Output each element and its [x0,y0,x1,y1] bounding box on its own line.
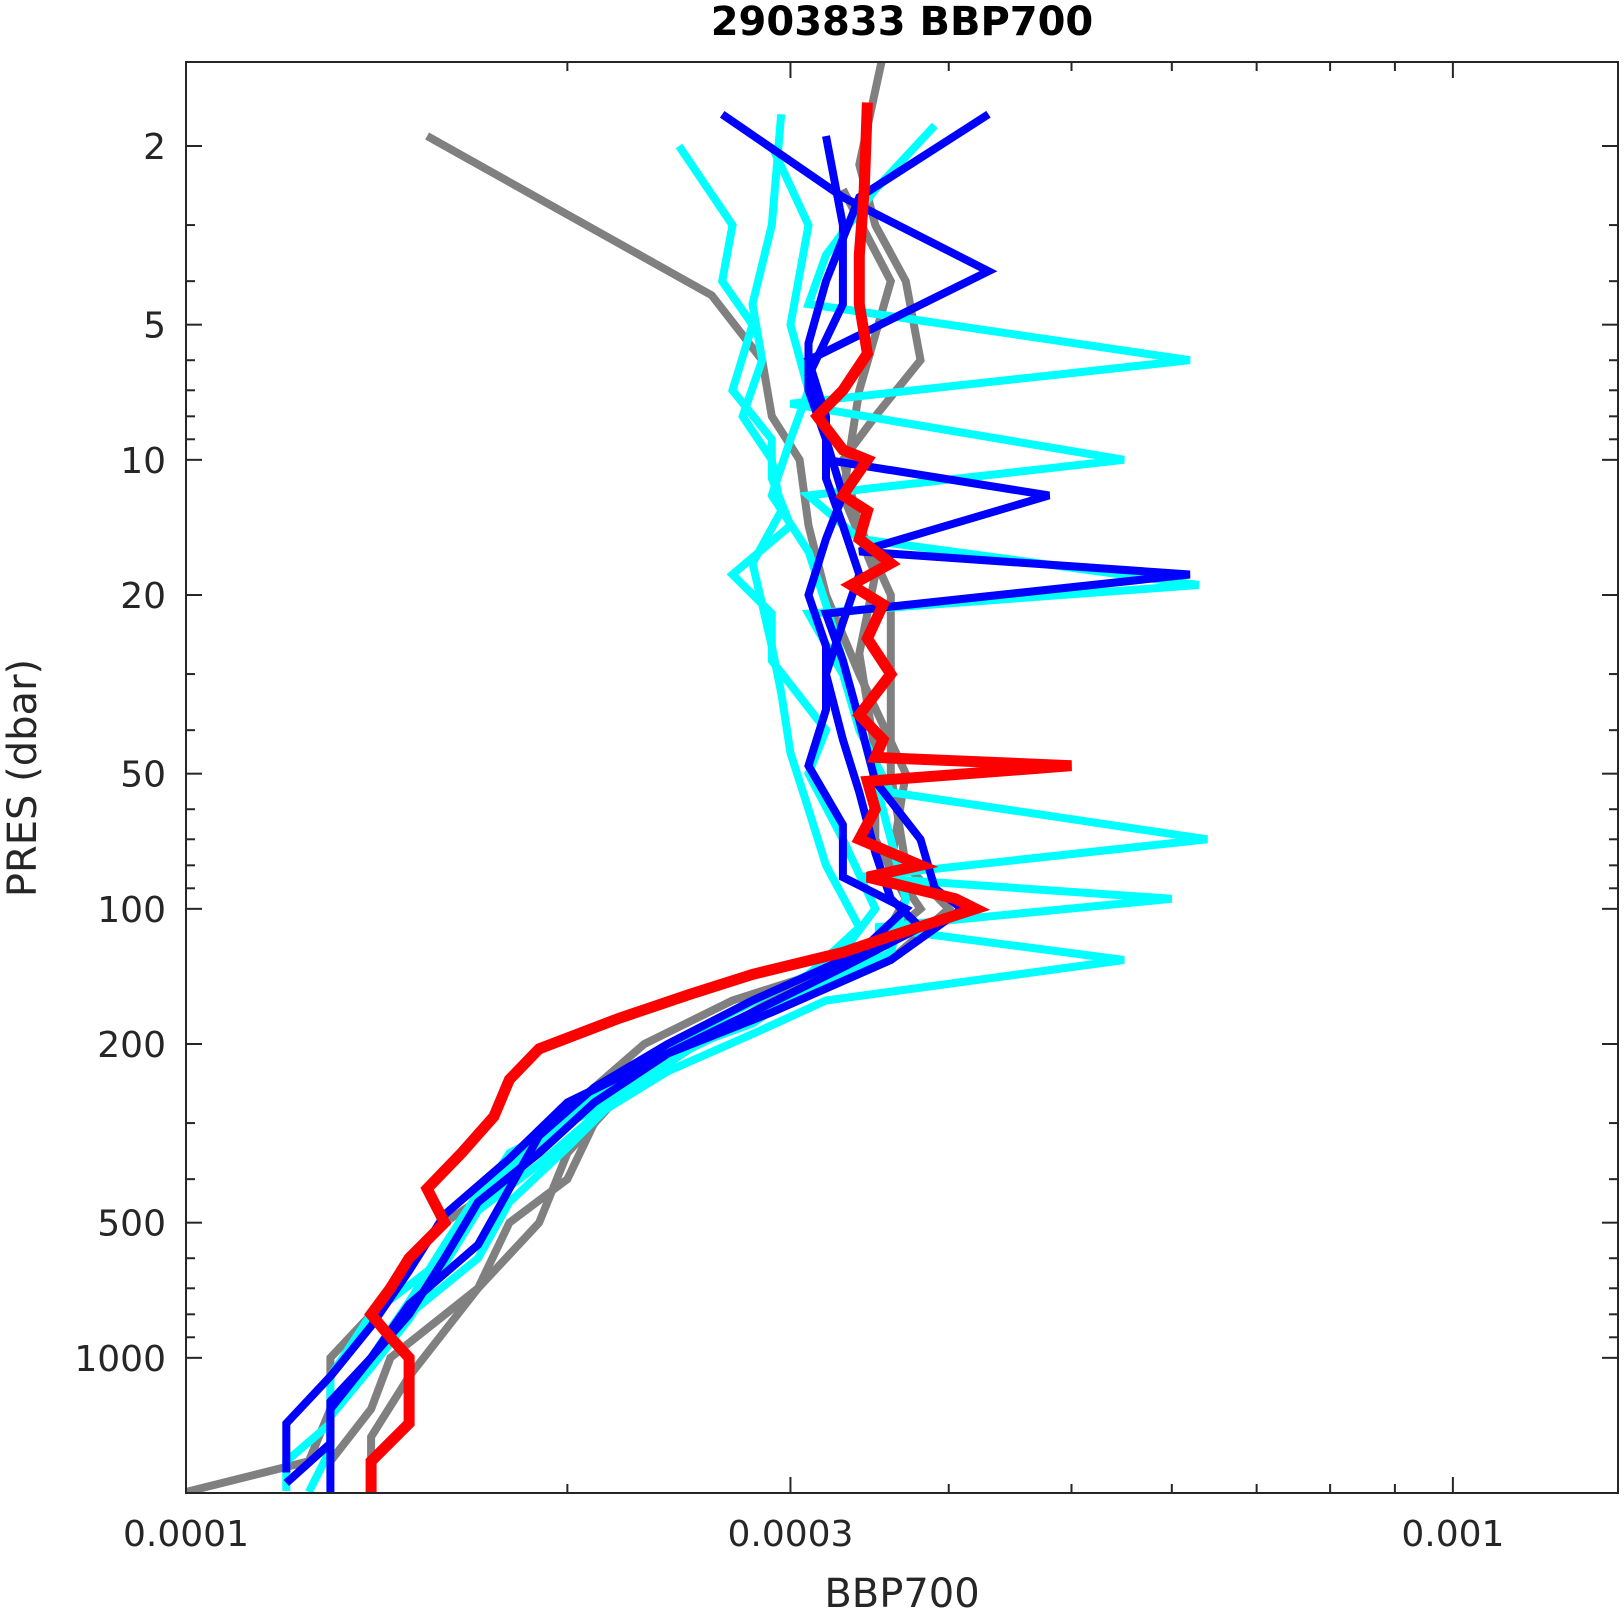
tick-layer: 0.0001 0.0003 0.001 2 5 10 20 50 100 200 500 1000 [74,62,1618,1555]
series-line-cyan-5 [326,122,1208,1456]
series-layer [186,62,1208,1493]
y-tick-label-4: 50 [120,755,166,796]
series-line-blue-8 [326,110,991,1492]
plot-frame [185,61,1619,1494]
y-tick-label-8: 1000 [74,1339,166,1380]
x-axis-label: BBP700 [824,1571,979,1613]
y-tick-label-7: 500 [97,1204,166,1245]
x-tick-label-2: 0.001 [1401,1514,1504,1555]
y-tick-label-1: 5 [143,306,166,347]
series-line-red-10 [364,102,1072,1492]
y-tick-label-3: 20 [120,576,166,617]
x-tick-label-0: 0.0001 [123,1514,249,1555]
y-axis-label: PRES (dbar) [0,659,46,897]
y-tick-label-6: 200 [97,1025,166,1066]
y-tick-label-5: 100 [97,890,166,931]
chart-title: 2903833 BBP700 [711,0,1094,45]
series-line-cyan-4 [305,113,865,1493]
y-tick-label-2: 10 [120,441,166,482]
x-tick-label-1: 0.0003 [727,1514,853,1555]
y-tick-label-0: 2 [143,127,166,168]
